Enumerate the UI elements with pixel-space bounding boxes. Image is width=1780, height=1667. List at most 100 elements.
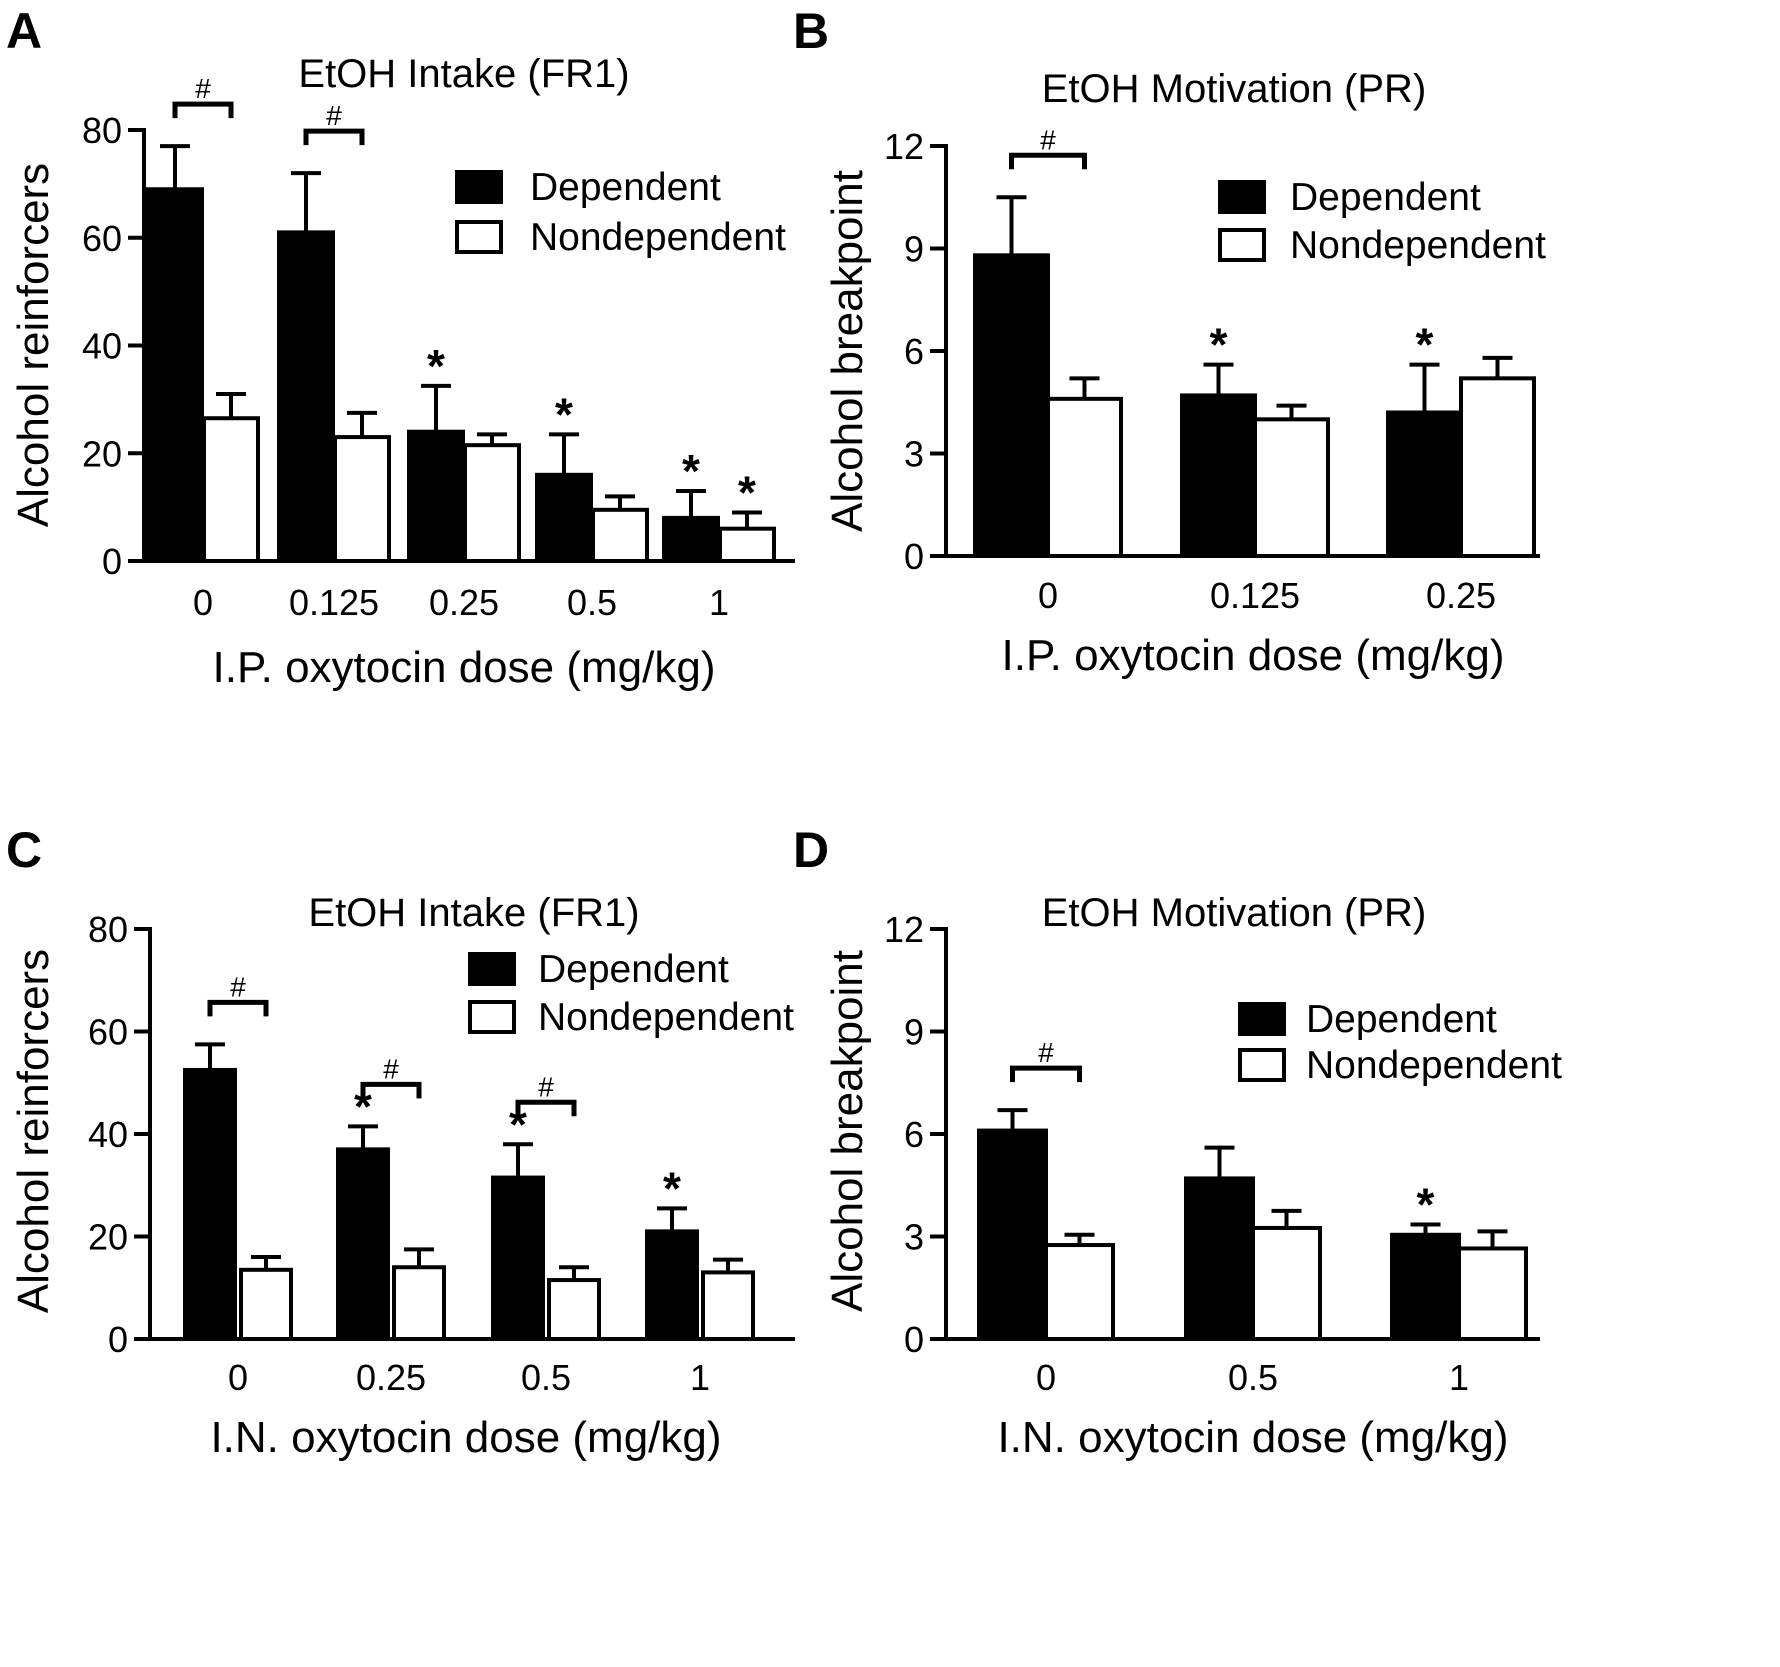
significance-star: * <box>738 467 756 519</box>
x-tick-label: 1 <box>690 1357 710 1398</box>
legend-swatch <box>1238 1002 1286 1036</box>
significance-star: * <box>1417 1179 1435 1231</box>
bar <box>1253 417 1330 559</box>
y-tick-label: 40 <box>88 1114 128 1155</box>
y-tick-label: 80 <box>82 110 122 151</box>
legend-label: Nondependent <box>530 216 786 259</box>
y-tick-label: 80 <box>88 909 128 950</box>
bar <box>1386 410 1463 558</box>
bar <box>1459 376 1536 559</box>
y-tick-label: 40 <box>82 326 122 367</box>
x-axis-label: I.P. oxytocin dose (mg/kg) <box>1002 631 1505 680</box>
bar <box>977 1128 1048 1342</box>
legend-swatch <box>455 170 503 204</box>
hash-mark: # <box>538 1071 554 1102</box>
y-tick-label: 6 <box>904 1114 924 1155</box>
panel-letter: B <box>793 3 829 59</box>
y-tick-label: 12 <box>884 126 924 167</box>
bar <box>463 443 521 564</box>
bar <box>1251 1225 1322 1342</box>
y-tick-label: 0 <box>904 1319 924 1360</box>
bar <box>701 1270 755 1341</box>
y-tick-label: 60 <box>82 218 122 259</box>
x-axis-label: I.N. oxytocin dose (mg/kg) <box>210 1413 721 1462</box>
x-tick-label: 0.25 <box>356 1357 426 1398</box>
x-tick-label: 1 <box>709 582 729 623</box>
significance-star: * <box>555 388 573 440</box>
hash-mark: # <box>1040 124 1056 155</box>
panel-b: B EtOH Motivation (PR) I.P. oxytocin dose … <box>793 3 1546 680</box>
y-tick-label: 20 <box>88 1217 128 1258</box>
x-tick-label: 0.125 <box>1210 575 1300 616</box>
bar <box>392 1265 446 1341</box>
comparison-bracket <box>1010 1065 1082 1083</box>
legend-swatch <box>455 220 503 254</box>
legend-swatch <box>468 952 516 986</box>
y-tick-label: 0 <box>904 536 924 577</box>
y-axis-label: Alcohol breakpoint <box>823 950 872 1312</box>
x-tick-label: 0.5 <box>521 1357 571 1398</box>
x-tick-label: 0.125 <box>289 582 379 623</box>
significance-star: * <box>354 1080 372 1132</box>
chart-title: EtOH Intake (FR1) <box>298 52 629 96</box>
bar <box>662 515 720 564</box>
y-tick-label: 3 <box>904 434 924 475</box>
legend-label: Dependent <box>1306 998 1497 1041</box>
comparison-bracket <box>515 1099 577 1117</box>
comparison-bracket <box>1009 152 1087 170</box>
comparison-bracket <box>303 128 365 146</box>
legend-swatch <box>1218 228 1266 262</box>
y-tick-label: 12 <box>884 909 924 950</box>
bar <box>146 187 204 563</box>
significance-star: * <box>427 340 445 392</box>
bar <box>973 253 1050 558</box>
y-tick-label: 0 <box>108 1319 128 1360</box>
legend-label: Nondependent <box>1290 224 1546 267</box>
chart-title: EtOH Intake (FR1) <box>308 891 639 935</box>
y-axis-label: Alcohol reinforcers <box>9 949 58 1313</box>
chart-title: EtOH Motivation (PR) <box>1042 891 1427 935</box>
legend: Dependent Nondependent <box>468 948 794 1039</box>
bar <box>718 526 776 563</box>
bar <box>1390 1232 1461 1341</box>
bar <box>1180 393 1257 558</box>
bar <box>407 429 465 564</box>
x-tick-label: 1 <box>1449 1357 1469 1398</box>
legend-label: Dependent <box>538 948 729 991</box>
bar <box>1184 1176 1255 1341</box>
y-axis-label: Alcohol breakpoint <box>823 170 872 532</box>
significance-star: * <box>1210 319 1228 371</box>
y-tick-label: 60 <box>88 1012 128 1053</box>
x-tick-label: 0.25 <box>1426 575 1496 616</box>
bar <box>183 1067 237 1341</box>
legend-label: Nondependent <box>538 996 794 1039</box>
chart-title: EtOH Motivation (PR) <box>1042 67 1427 111</box>
x-tick-label: 0 <box>1036 1357 1056 1398</box>
x-axis-label: I.N. oxytocin dose (mg/kg) <box>997 1413 1508 1462</box>
y-tick-label: 6 <box>904 331 924 372</box>
significance-star: * <box>682 445 700 497</box>
x-tick-label: 0 <box>1038 575 1058 616</box>
panel-a: A EtOH Intake (FR1) I.P. oxytocin dose (mg… <box>6 3 795 692</box>
bar <box>645 1229 699 1341</box>
panel-letter: D <box>793 822 829 878</box>
bar <box>591 507 649 564</box>
y-axis-label: Alcohol reinforcers <box>9 163 58 527</box>
bar <box>333 435 391 563</box>
x-tick-label: 0.5 <box>567 582 617 623</box>
comparison-bracket <box>360 1081 422 1099</box>
x-tick-label: 0 <box>193 582 213 623</box>
legend-label: Nondependent <box>1306 1044 1562 1087</box>
hash-mark: # <box>230 971 246 1002</box>
bar <box>239 1267 293 1341</box>
significance-star: * <box>509 1098 527 1150</box>
panel-letter: A <box>6 3 42 59</box>
bar <box>491 1175 545 1341</box>
legend-swatch <box>1238 1048 1286 1082</box>
hash-mark: # <box>383 1053 399 1084</box>
panel-d: D EtOH Motivation (PR) I.N. oxytocin dose … <box>793 822 1562 1462</box>
